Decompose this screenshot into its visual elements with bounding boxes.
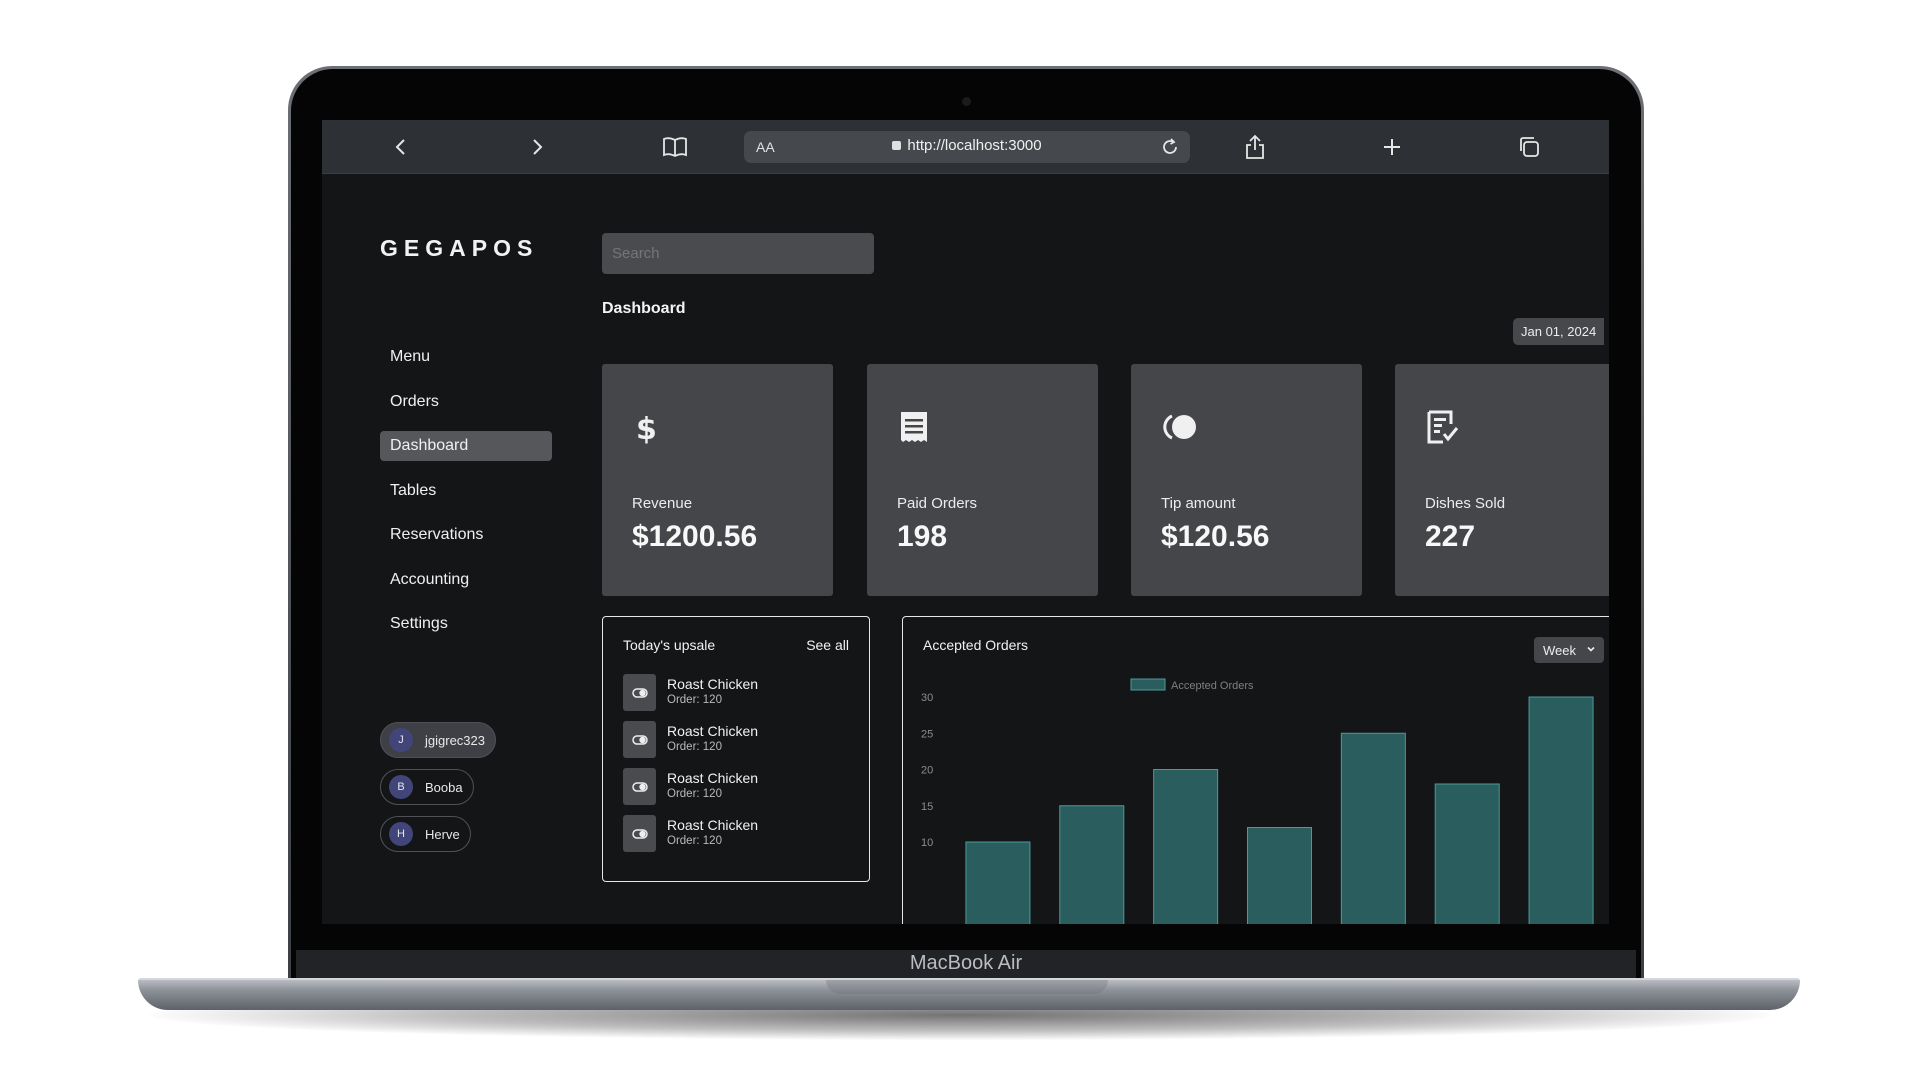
chart-bar[interactable] [1434, 783, 1500, 924]
url-text: http://localhost:3000 [907, 137, 1042, 154]
accepted-orders-panel: Accepted Orders Week Accepted Orders 10 15… [902, 616, 1609, 924]
share-icon[interactable] [1240, 132, 1270, 162]
stat-card-tip-amount: Tip amount $120.56 [1131, 364, 1362, 596]
reload-icon[interactable] [1158, 135, 1182, 159]
y-tick-label: 25 [921, 728, 933, 740]
legend-label: Accepted Orders [1171, 680, 1254, 692]
sidebar-item-tables[interactable]: Tables [390, 481, 437, 499]
stat-value: $120.56 [1161, 520, 1270, 553]
chart-bar[interactable] [1340, 732, 1406, 924]
stat-label: Dishes Sold [1425, 495, 1506, 512]
screen: AA http://localhost:3000 GEGAPOS Menu Or… [322, 120, 1609, 924]
sidebar-item-dashboard[interactable]: Dashboard [380, 431, 552, 461]
receipt-icon [897, 410, 931, 444]
list-item[interactable]: Roast Chicken Order: 120 [623, 768, 853, 806]
laptop-chin [296, 950, 1636, 980]
y-tick-label: 30 [921, 692, 933, 704]
device-brand-label: MacBook Air [909, 952, 1023, 974]
date-badge[interactable]: Jan 01, 2024 [1513, 318, 1605, 345]
dish-thumbnail [623, 674, 656, 711]
orders-panel-title: Accepted Orders [923, 637, 1029, 653]
forward-icon[interactable] [522, 132, 552, 162]
list-item[interactable]: Roast Chicken Order: 120 [623, 674, 853, 712]
stat-card-paid-orders: Paid Orders 198 [867, 364, 1098, 596]
reader-aa-button[interactable]: AA [756, 139, 775, 155]
upsale-title: Today's upsale [623, 637, 716, 653]
stat-value: 198 [897, 520, 948, 553]
stat-value: $1200.56 [632, 520, 758, 553]
dish-orders: Order: 120 [667, 788, 722, 800]
list-item[interactable]: Roast Chicken Order: 120 [623, 815, 853, 853]
user-chip[interactable]: B Booba [380, 769, 474, 805]
app-logo: GEGAPOS [380, 235, 539, 261]
user-name: jgigrec323 [425, 732, 485, 748]
chart-legend: Accepted Orders [1130, 678, 1254, 692]
sidebar-item-accounting[interactable]: Accounting [390, 570, 470, 588]
back-icon[interactable] [386, 132, 416, 162]
dish-orders: Order: 120 [667, 741, 722, 753]
accepted-orders-chart: Accepted Orders 10 15 20 25 30 [921, 678, 1594, 925]
bookmarks-icon[interactable] [660, 132, 690, 162]
dish-thumbnail [623, 721, 656, 758]
sidebar-item-settings[interactable]: Settings [390, 615, 448, 632]
stat-value: 227 [1425, 520, 1476, 553]
legend-swatch [1130, 678, 1166, 691]
stat-card-revenue: $ Revenue $1200.56 [602, 364, 833, 596]
chart-bar[interactable] [1247, 827, 1312, 925]
camera-dot [962, 97, 971, 106]
page-title: Dashboard [602, 300, 686, 317]
dish-name: Roast Chicken [667, 770, 759, 786]
dish-orders: Order: 120 [667, 835, 722, 847]
search-input[interactable] [602, 233, 874, 274]
browser-toolbar: AA http://localhost:3000 [322, 120, 1609, 174]
avatar: J [389, 728, 413, 752]
sidebar-item-menu[interactable]: Menu [390, 348, 431, 365]
list-item[interactable]: Roast Chicken Order: 120 [623, 721, 853, 759]
chart-bar[interactable] [965, 841, 1031, 924]
dish-name: Roast Chicken [667, 676, 759, 692]
y-tick-label: 20 [921, 765, 933, 777]
dollar-icon: $ [632, 410, 666, 447]
chart-bar[interactable] [1153, 769, 1219, 925]
tabs-icon[interactable] [1514, 132, 1544, 162]
dish-thumbnail [623, 768, 656, 805]
avatar: H [389, 822, 413, 846]
user-name: Herve [425, 826, 460, 842]
upsale-panel: Today's upsale See all Roast Chicken Ord… [602, 616, 870, 882]
chevron-down-icon [1587, 646, 1595, 652]
y-tick-label: 10 [921, 837, 933, 849]
dish-name: Roast Chicken [667, 817, 759, 833]
dish-thumbnail [623, 815, 656, 852]
avatar: B [389, 775, 413, 799]
chart-bar[interactable] [1059, 805, 1125, 924]
user-name: Booba [425, 779, 463, 795]
stat-card-dishes-sold: Dishes Sold 227 [1395, 364, 1609, 596]
address-bar[interactable]: AA http://localhost:3000 [744, 131, 1190, 163]
dish-name: Roast Chicken [667, 723, 759, 739]
user-chip[interactable]: H Herve [380, 816, 471, 852]
user-switcher: J jgigrec323 B Booba H Herve [380, 722, 496, 863]
new-tab-icon[interactable] [1377, 132, 1407, 162]
see-all-link[interactable]: See all [806, 637, 849, 653]
svg-text:$: $ [636, 412, 657, 444]
laptop-notch [826, 980, 1108, 994]
sidebar-item-reservations[interactable]: Reservations [390, 526, 484, 543]
sidebar-item-orders[interactable]: Orders [390, 392, 439, 410]
lock-icon [892, 141, 902, 150]
user-chip[interactable]: J jgigrec323 [380, 722, 496, 758]
stat-label: Paid Orders [897, 495, 978, 512]
chart-bar[interactable] [1528, 696, 1594, 924]
y-tick-label: 15 [921, 801, 933, 813]
dish-orders: Order: 120 [667, 694, 722, 706]
range-select-value: Week [1543, 642, 1576, 658]
sidebar-nav: Menu Orders Dashboard Tables Reservation… [380, 342, 552, 654]
checklist-icon [1425, 410, 1459, 444]
range-select[interactable]: Week [1534, 637, 1604, 663]
stat-label: Revenue [632, 495, 693, 512]
stat-label: Tip amount [1161, 495, 1236, 512]
coins-icon [1161, 410, 1196, 444]
